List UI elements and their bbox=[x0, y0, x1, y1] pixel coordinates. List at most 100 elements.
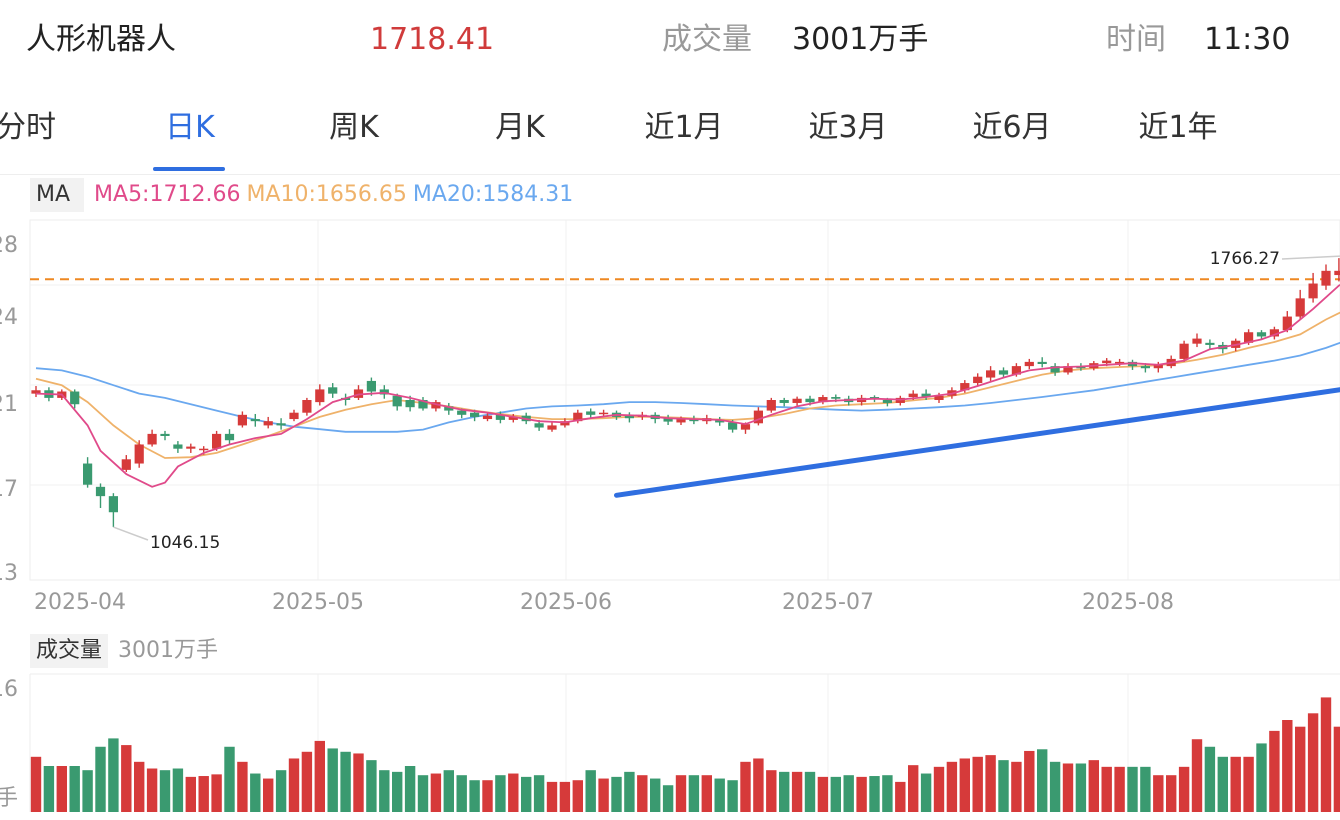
volume-value: 3001万手 bbox=[792, 22, 929, 57]
volume-bar bbox=[1062, 763, 1074, 812]
volume-bar bbox=[288, 758, 300, 812]
candle bbox=[766, 397, 776, 413]
period-tabs: 分时 日K 周K 月K 近1月 近3月 近6月 近1年 近3 bbox=[0, 86, 1340, 175]
volume-bar bbox=[869, 776, 880, 812]
tab-6-months[interactable]: 近6月 bbox=[972, 110, 1052, 145]
candle bbox=[818, 394, 828, 405]
candle bbox=[70, 389, 80, 409]
candle bbox=[431, 400, 441, 412]
candlesticks bbox=[31, 258, 1340, 528]
tab-intraday[interactable]: 分时 bbox=[0, 110, 56, 145]
tab-daily-k[interactable]: 日K bbox=[165, 110, 215, 145]
candle bbox=[1153, 361, 1163, 373]
min-price-leader bbox=[113, 526, 149, 541]
candle bbox=[1334, 258, 1340, 282]
volume-bar bbox=[314, 740, 325, 812]
volume-label: 成交量 bbox=[662, 22, 752, 57]
volume-bar bbox=[559, 781, 571, 812]
candle bbox=[121, 455, 131, 472]
candle bbox=[624, 412, 634, 423]
volume-indicator-selector[interactable]: 成交量 bbox=[30, 634, 109, 668]
volume-bar bbox=[662, 785, 674, 812]
x-tick-label: 2025-08 bbox=[1082, 590, 1174, 615]
volume-bar bbox=[882, 775, 893, 812]
candle bbox=[1050, 363, 1060, 376]
volume-bar bbox=[701, 775, 712, 812]
volume-bar bbox=[998, 760, 1009, 812]
volume-bar bbox=[404, 766, 416, 812]
tab-1-year[interactable]: 近1年 bbox=[1138, 110, 1218, 145]
candle bbox=[418, 397, 428, 411]
ma20-value: MA20:1584.31 bbox=[412, 182, 574, 207]
volume-bar bbox=[1333, 726, 1340, 812]
volume-legend: 成交量 3001万手 bbox=[30, 634, 218, 668]
volume-bar bbox=[753, 758, 764, 812]
x-tick-label: 2025-04 bbox=[34, 590, 126, 615]
volume-bar bbox=[1153, 775, 1164, 812]
active-tab-underline bbox=[153, 167, 225, 171]
volume-bar bbox=[172, 768, 184, 812]
volume-bar bbox=[650, 778, 661, 812]
volume-bar bbox=[1140, 766, 1151, 812]
volume-bar bbox=[933, 766, 945, 812]
y-tick-label: 24 bbox=[0, 305, 18, 330]
ma-selector[interactable]: MA bbox=[30, 178, 85, 212]
date-x-axis: 2025-04 2025-05 2025-06 2025-07 2025-08 bbox=[34, 590, 1174, 615]
candle bbox=[289, 409, 299, 422]
candle bbox=[276, 418, 286, 430]
volume-bar bbox=[830, 776, 841, 812]
candle bbox=[1256, 330, 1267, 340]
volume-bar bbox=[637, 775, 648, 812]
index-name: 人形机器人 bbox=[26, 22, 176, 57]
volume-bar bbox=[1088, 760, 1099, 812]
candle bbox=[392, 393, 402, 411]
x-tick-label: 2025-06 bbox=[520, 590, 612, 615]
volume-bar bbox=[301, 751, 313, 812]
candle bbox=[31, 386, 41, 398]
candle bbox=[1295, 289, 1305, 320]
y-tick-label: 28 bbox=[0, 233, 18, 258]
volume-bar bbox=[353, 753, 364, 812]
volume-bar bbox=[121, 745, 132, 812]
x-tick-label: 2025-07 bbox=[782, 590, 874, 615]
tab-1-month[interactable]: 近1月 bbox=[644, 110, 724, 145]
volume-bar bbox=[740, 761, 751, 812]
volume-bar bbox=[56, 766, 67, 812]
volume-bar bbox=[1191, 739, 1203, 812]
candle bbox=[212, 430, 222, 451]
volume-bar bbox=[134, 761, 145, 812]
tab-weekly-k[interactable]: 周K bbox=[329, 110, 379, 145]
volume-y-tick-label: 手 bbox=[0, 786, 18, 811]
volume-bar bbox=[379, 770, 390, 812]
volume-bar bbox=[340, 751, 351, 812]
volume-bar bbox=[508, 773, 519, 812]
max-price-leader bbox=[1281, 255, 1340, 260]
candle bbox=[1024, 358, 1034, 370]
tab-monthly-k[interactable]: 月K bbox=[495, 110, 545, 145]
tab-3-months[interactable]: 近3月 bbox=[808, 110, 888, 145]
price-y-axis: 28 24 21 17 13 bbox=[0, 233, 18, 586]
candle bbox=[1127, 359, 1138, 370]
ma5-line bbox=[35, 284, 1340, 488]
candle bbox=[173, 441, 183, 453]
volume-bar bbox=[1178, 766, 1190, 812]
candle bbox=[1308, 272, 1318, 303]
candle bbox=[495, 411, 505, 424]
volume-bar bbox=[624, 771, 635, 812]
candle bbox=[315, 384, 325, 406]
candle bbox=[328, 383, 338, 398]
candle bbox=[1269, 326, 1279, 340]
volume-bar bbox=[495, 775, 506, 812]
volume-bar bbox=[714, 778, 725, 812]
volume-bar bbox=[1230, 756, 1241, 812]
candle bbox=[237, 411, 247, 428]
trend-line bbox=[614, 387, 1340, 498]
volume-bar bbox=[1024, 750, 1035, 812]
volume-bar bbox=[108, 738, 119, 812]
candle bbox=[444, 402, 454, 415]
candle bbox=[95, 483, 106, 508]
volume-bar bbox=[585, 770, 596, 812]
volume-bar bbox=[688, 775, 700, 812]
candle bbox=[986, 366, 996, 381]
